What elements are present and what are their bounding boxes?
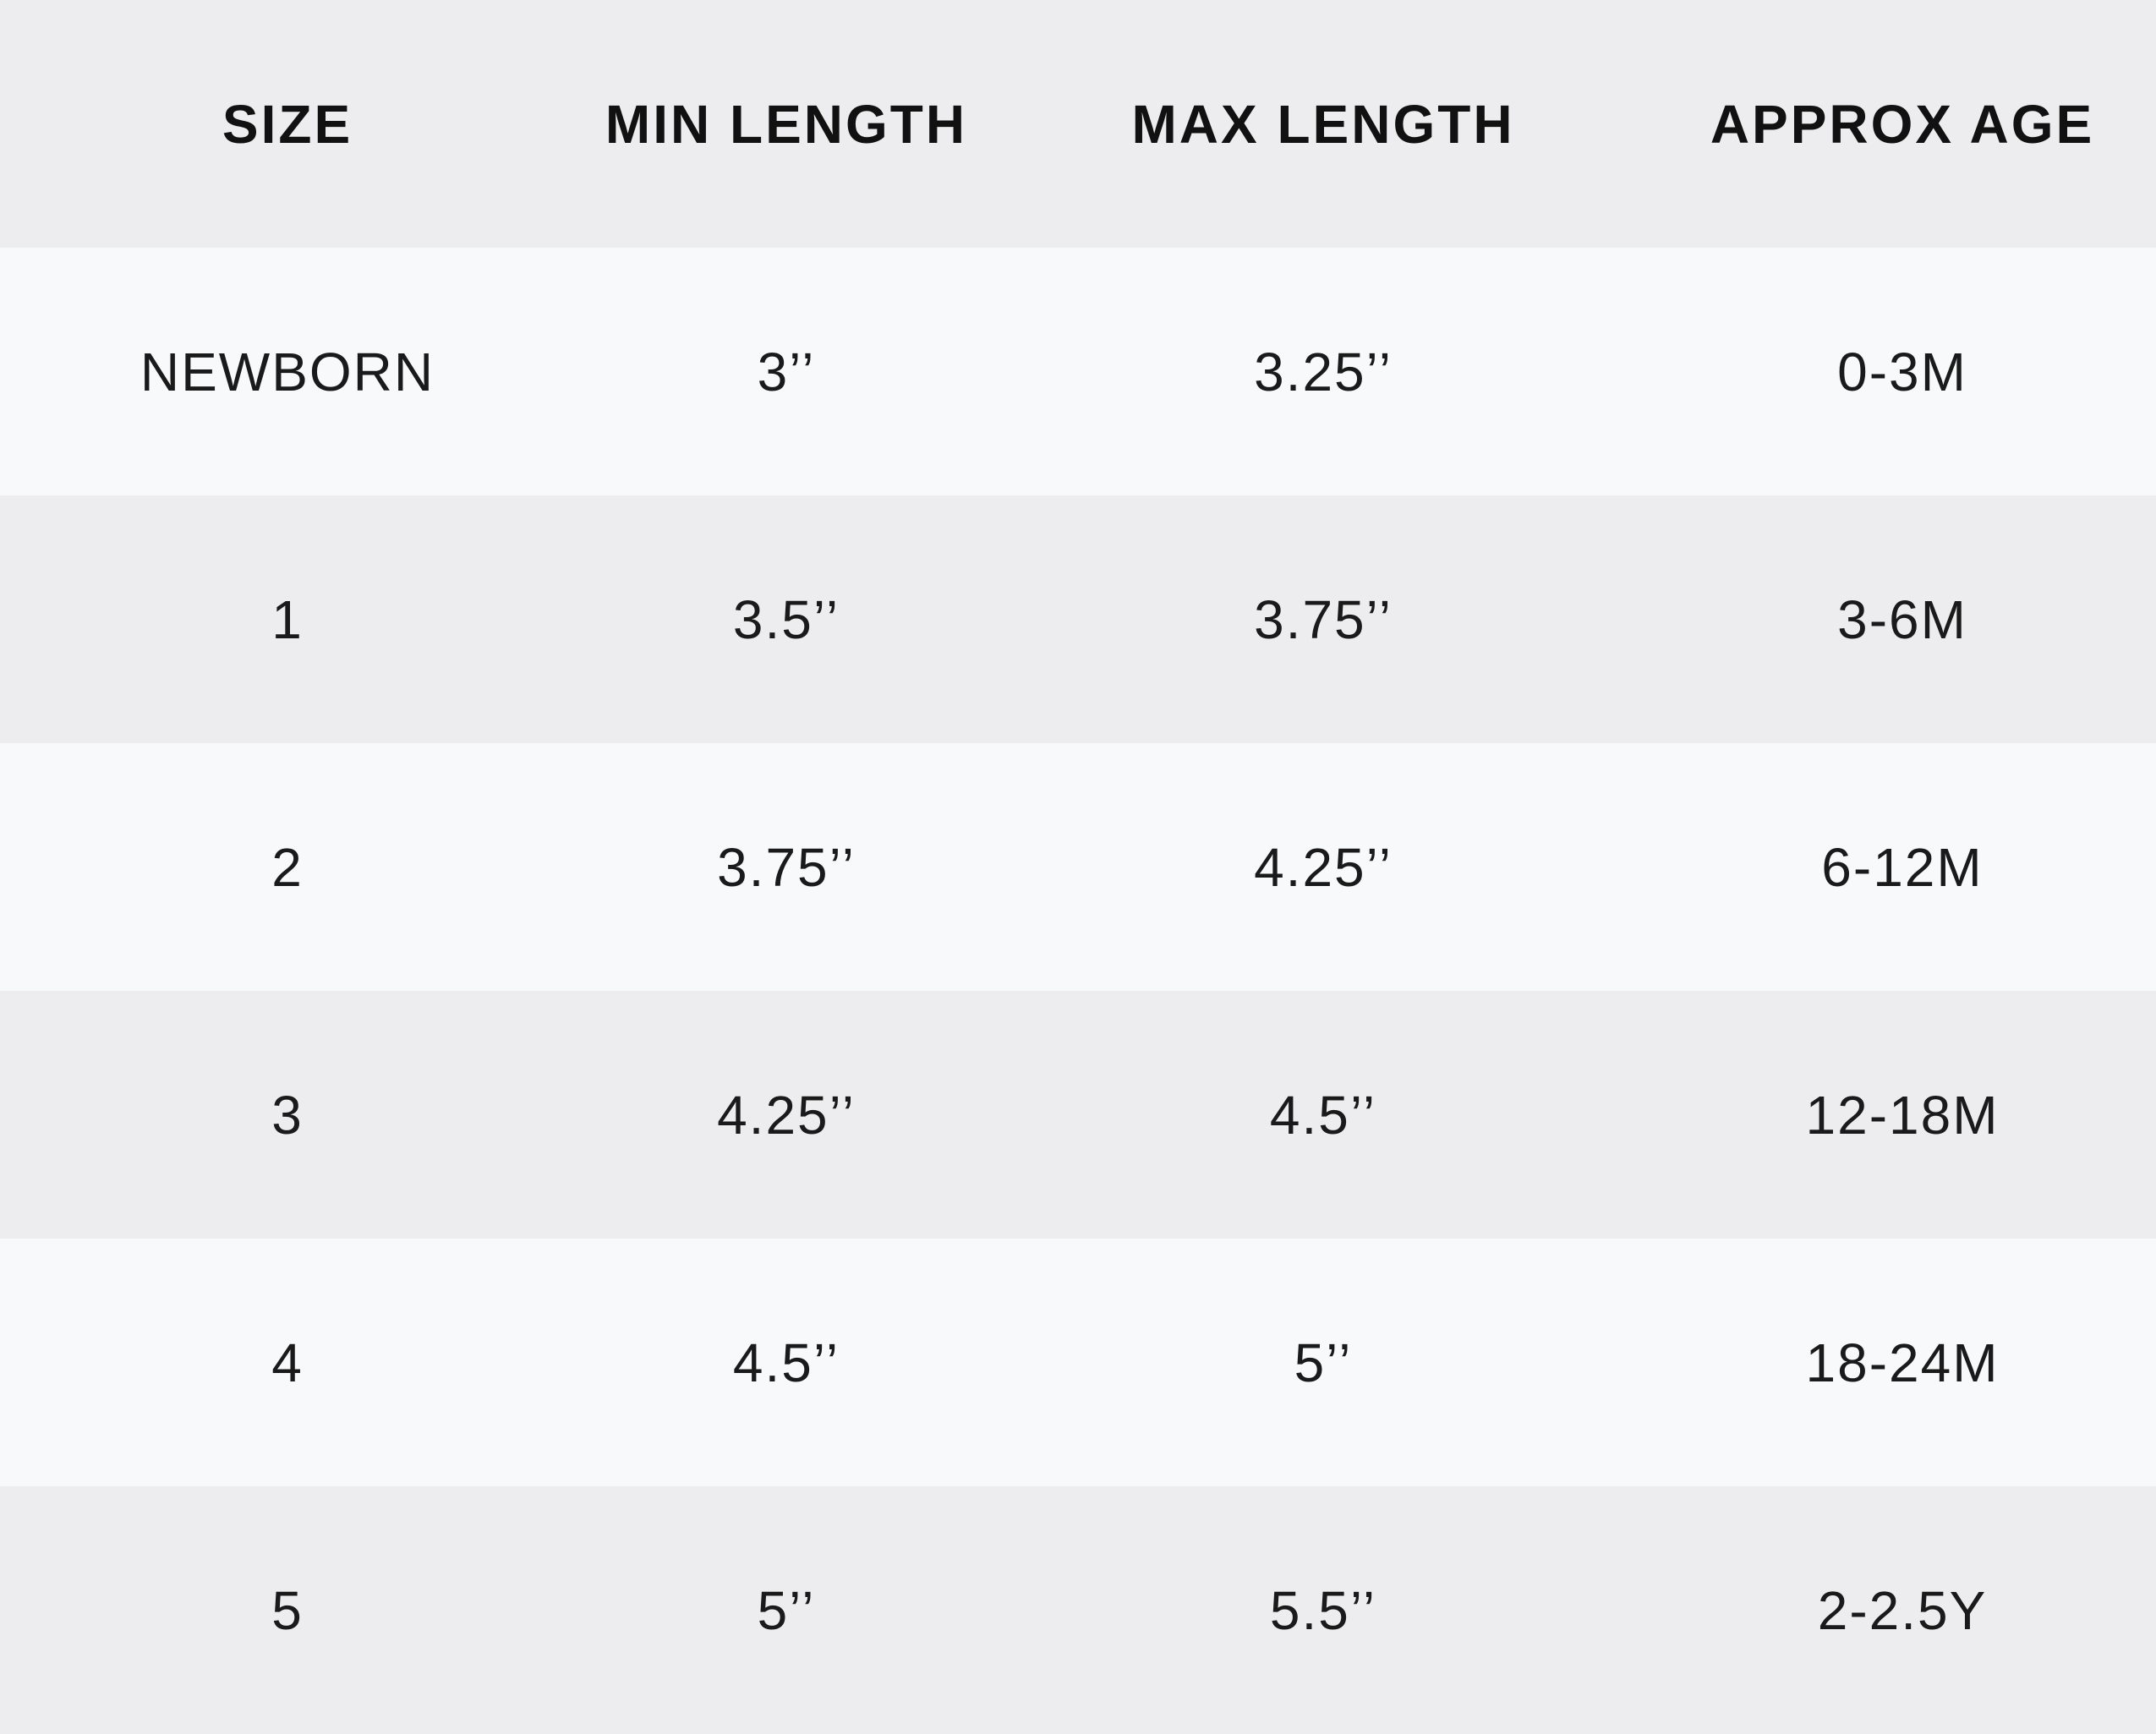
cell-max-length: 5.5’’ [998, 1486, 1649, 1734]
header-max-length: MAX LENGTH [998, 0, 1649, 248]
table-row: 1 3.5’’ 3.75’’ 3-6M [0, 495, 2156, 743]
cell-min-length: 4.5’’ [575, 1239, 998, 1486]
table-row: NEWBORN 3’’ 3.25’’ 0-3M [0, 248, 2156, 495]
cell-min-length: 4.25’’ [575, 991, 998, 1239]
cell-approx-age: 12-18M [1649, 991, 2156, 1239]
cell-size: 4 [0, 1239, 575, 1486]
cell-approx-age: 6-12M [1649, 743, 2156, 991]
cell-size: 3 [0, 991, 575, 1239]
header-row: SIZE MIN LENGTH MAX LENGTH APPROX AGE [0, 0, 2156, 248]
cell-size: 5 [0, 1486, 575, 1734]
cell-max-length: 4.25’’ [998, 743, 1649, 991]
table-row: 3 4.25’’ 4.5’’ 12-18M [0, 991, 2156, 1239]
cell-max-length: 3.75’’ [998, 495, 1649, 743]
cell-min-length: 3.75’’ [575, 743, 998, 991]
cell-max-length: 5’’ [998, 1239, 1649, 1486]
cell-approx-age: 0-3M [1649, 248, 2156, 495]
cell-approx-age: 3-6M [1649, 495, 2156, 743]
cell-size: 2 [0, 743, 575, 991]
cell-min-length: 5’’ [575, 1486, 998, 1734]
table-row: 2 3.75’’ 4.25’’ 6-12M [0, 743, 2156, 991]
cell-min-length: 3.5’’ [575, 495, 998, 743]
cell-min-length: 3’’ [575, 248, 998, 495]
cell-size: NEWBORN [0, 248, 575, 495]
header-size: SIZE [0, 0, 575, 248]
table-row: 5 5’’ 5.5’’ 2-2.5Y [0, 1486, 2156, 1734]
header-approx-age: APPROX AGE [1649, 0, 2156, 248]
table-row: 4 4.5’’ 5’’ 18-24M [0, 1239, 2156, 1486]
cell-size: 1 [0, 495, 575, 743]
cell-approx-age: 2-2.5Y [1649, 1486, 2156, 1734]
cell-max-length: 4.5’’ [998, 991, 1649, 1239]
cell-approx-age: 18-24M [1649, 1239, 2156, 1486]
cell-max-length: 3.25’’ [998, 248, 1649, 495]
header-min-length: MIN LENGTH [575, 0, 998, 248]
